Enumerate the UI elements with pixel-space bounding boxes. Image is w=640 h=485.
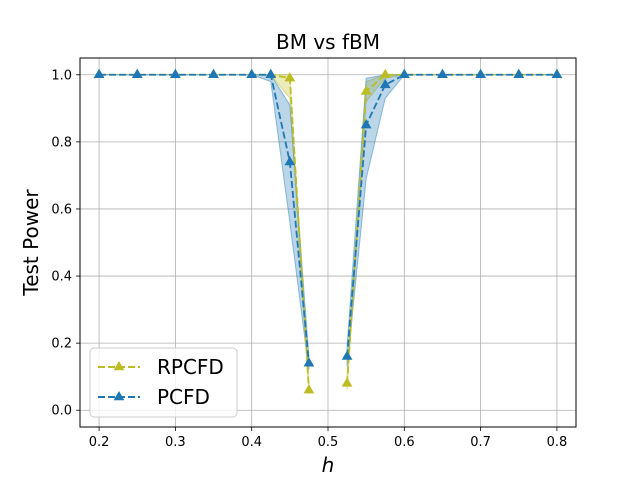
marker-pcfd bbox=[379, 78, 391, 89]
axis-ticks: 0.2 0.3 0.4 0.5 0.6 0.7 0.8 0.0 0.2 0.4 0.6 0.8 1.0 bbox=[51, 68, 567, 450]
line-pcfd-segment-0 bbox=[99, 73, 310, 364]
x-tick-label: 0.6 bbox=[394, 435, 415, 450]
chart-title: BM vs fBM bbox=[276, 30, 380, 54]
marker-pcfd bbox=[398, 68, 410, 79]
y-axis-label: Test Power bbox=[19, 189, 43, 297]
x-tick-label: 0.8 bbox=[547, 435, 568, 450]
x-tick-label: 0.7 bbox=[470, 435, 491, 450]
legend-label-rpcfd: RPCFD bbox=[157, 355, 224, 379]
x-tick-label: 0.2 bbox=[89, 435, 110, 450]
marker-pcfd bbox=[170, 68, 181, 79]
y-tick-label: 0.0 bbox=[51, 404, 72, 419]
marker-pcfd bbox=[341, 350, 353, 360]
y-tick-label: 0.4 bbox=[51, 270, 72, 285]
marker-pcfd bbox=[131, 68, 143, 79]
marker-rpcfd bbox=[284, 72, 296, 82]
marker-rpcfd bbox=[379, 68, 391, 79]
y-tick-label: 0.8 bbox=[51, 135, 72, 150]
x-tick-label: 0.4 bbox=[241, 435, 262, 450]
x-tick-label: 0.3 bbox=[165, 435, 186, 450]
legend-entry-rpcfd: RPCFD bbox=[98, 355, 224, 379]
y-tick-label: 0.2 bbox=[51, 337, 72, 352]
band-pcfd-segment-0 bbox=[99, 74, 310, 371]
marker-pcfd bbox=[208, 68, 219, 79]
series-markers bbox=[93, 68, 563, 394]
legend-label-pcfd: PCFD bbox=[157, 385, 210, 409]
marker-rpcfd bbox=[341, 377, 353, 387]
marker-rpcfd bbox=[360, 85, 372, 95]
y-tick-label: 1.0 bbox=[51, 68, 72, 83]
legend-marker-pcfd bbox=[113, 391, 125, 401]
legend-entry-pcfd: PCFD bbox=[98, 385, 210, 409]
y-tick-label: 0.6 bbox=[51, 202, 72, 217]
marker-pcfd bbox=[303, 357, 315, 367]
line-pcfd-segment-1 bbox=[346, 73, 557, 357]
marker-pcfd bbox=[360, 119, 372, 129]
band-pcfd-segment-1 bbox=[346, 74, 557, 367]
series-lines bbox=[99, 73, 557, 391]
marker-pcfd bbox=[475, 68, 486, 79]
marker-pcfd bbox=[246, 68, 258, 79]
legend-box bbox=[89, 347, 238, 418]
marker-pcfd bbox=[93, 68, 105, 79]
marker-pcfd bbox=[551, 68, 563, 79]
marker-pcfd bbox=[513, 68, 525, 79]
legend: RPCFD PCFD bbox=[89, 347, 238, 418]
legend-marker-rpcfd bbox=[113, 361, 125, 371]
marker-rpcfd bbox=[303, 384, 315, 394]
x-axis-label: h bbox=[322, 453, 335, 477]
marker-pcfd bbox=[284, 155, 296, 166]
marker-pcfd bbox=[265, 68, 277, 79]
x-tick-label: 0.5 bbox=[318, 435, 339, 450]
marker-pcfd bbox=[437, 68, 448, 79]
